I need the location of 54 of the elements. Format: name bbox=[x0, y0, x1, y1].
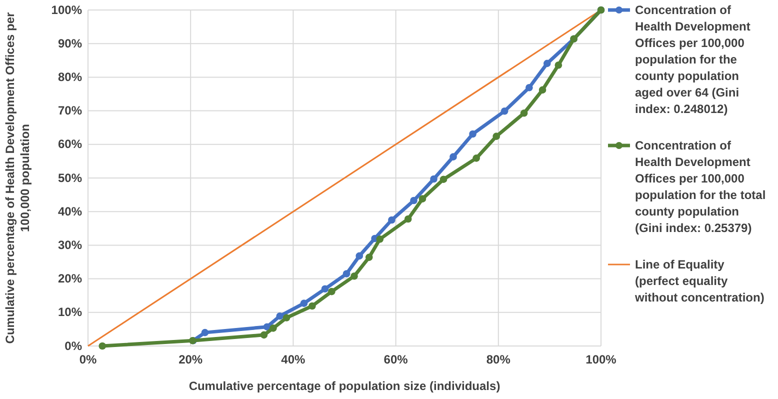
point bbox=[98, 342, 106, 350]
point bbox=[342, 270, 350, 278]
point bbox=[365, 254, 373, 261]
x-tick-label: 0% bbox=[79, 352, 97, 367]
point bbox=[321, 285, 329, 293]
y-tick-label: 40% bbox=[58, 204, 82, 218]
y-tick-label: 100% bbox=[51, 2, 82, 17]
point bbox=[472, 154, 480, 162]
point bbox=[300, 300, 308, 307]
point bbox=[469, 130, 476, 138]
point bbox=[308, 302, 316, 310]
y-tick-label: 20% bbox=[58, 272, 82, 286]
x-tick-label: 100% bbox=[586, 352, 617, 367]
point bbox=[450, 153, 457, 160]
point bbox=[520, 110, 528, 117]
point bbox=[500, 107, 508, 115]
point bbox=[404, 215, 412, 223]
x-axis-title: Cumulative percentage of population size (individuals) bbox=[188, 379, 500, 393]
y-tick-label: 90% bbox=[58, 36, 82, 50]
point bbox=[538, 86, 546, 94]
legend-label: Concentration of Health Development Offices per 100,000 population for the county population aged over 64 (Gini index: 0.248012) bbox=[635, 3, 750, 116]
point bbox=[554, 61, 562, 69]
point bbox=[260, 331, 268, 339]
point bbox=[328, 288, 336, 296]
point bbox=[356, 252, 364, 260]
y-tick-label: 70% bbox=[58, 104, 82, 118]
point bbox=[440, 176, 448, 183]
point bbox=[276, 312, 284, 320]
y-tick-label: 50% bbox=[58, 170, 82, 185]
y-axis-title: Cumulative percentage of Health Development Offices per 100,000 population bbox=[3, 12, 32, 344]
x-tick-label: 60% bbox=[384, 352, 408, 367]
point bbox=[543, 60, 551, 68]
x-tick-label: 40% bbox=[281, 352, 306, 367]
point bbox=[388, 216, 396, 224]
point bbox=[430, 175, 438, 183]
point bbox=[350, 272, 358, 280]
y-tick-label: 30% bbox=[58, 238, 82, 252]
point bbox=[201, 328, 209, 336]
point bbox=[418, 195, 426, 202]
point bbox=[526, 84, 533, 92]
point bbox=[270, 324, 277, 332]
point bbox=[263, 323, 271, 330]
point bbox=[492, 132, 500, 140]
legend-label: Line of Equality (perfect equality without concentration) bbox=[634, 258, 764, 304]
y-tick-label: 10% bbox=[58, 305, 82, 320]
legend-label: Concentration of Health Development Offices per 100,000 population for the total county population (Gini index: 0.25379) bbox=[635, 138, 766, 235]
x-tick-label: 20% bbox=[178, 352, 203, 367]
y-tick-label: 60% bbox=[58, 137, 82, 152]
y-tick-label: 80% bbox=[58, 70, 82, 84]
y-tick-label: 0% bbox=[64, 338, 82, 353]
point bbox=[376, 236, 384, 243]
point bbox=[410, 196, 418, 204]
point bbox=[282, 314, 290, 322]
x-tick-label: 80% bbox=[486, 352, 511, 367]
